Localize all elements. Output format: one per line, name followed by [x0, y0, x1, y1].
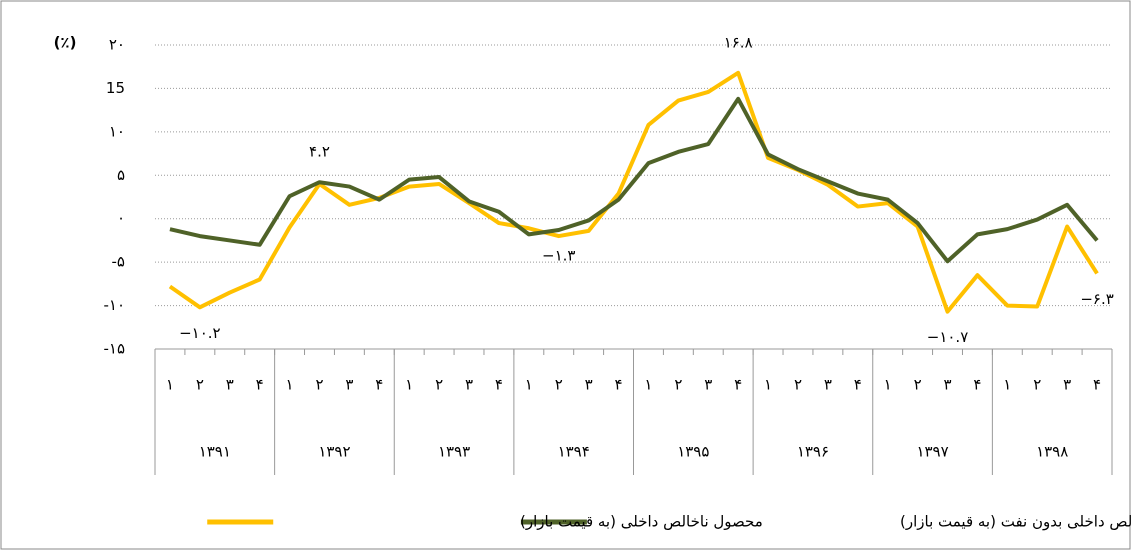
group-label: ۱۳۹۵: [677, 443, 709, 461]
x-tick-label: ۳: [345, 376, 353, 394]
group-label: ۱۳۹۱: [199, 443, 231, 461]
y-tick-label: 15: [106, 79, 125, 97]
x-tick-label: ۲: [1033, 376, 1041, 394]
x-tick-label: ۱: [644, 376, 652, 394]
x-tick-label: ۳: [585, 376, 593, 394]
y-tick-label: ۰: [117, 209, 125, 227]
x-tick-label: ۳: [226, 376, 234, 394]
x-tick-label: ۱: [405, 376, 413, 394]
x-tick-label: ۲: [435, 376, 443, 394]
x-tick-label: ۲: [794, 376, 802, 394]
x-tick-label: ۲: [914, 376, 922, 394]
x-tick-label: ۱: [166, 376, 174, 394]
y-tick-label: -۱۵: [103, 340, 125, 358]
y-tick-label: ۲۰: [109, 36, 125, 54]
y-tick-label: ۵: [117, 166, 125, 184]
data-label: ۱۶.۸: [724, 33, 753, 51]
x-tick-label: ۴: [495, 376, 503, 394]
data-label: ۴.۲: [309, 143, 330, 161]
x-tick-label: ۳: [943, 376, 951, 394]
x-tick-label: ۲: [555, 376, 563, 394]
group-label: ۱۳۹۷: [916, 443, 948, 461]
data-label: −۱.۳: [542, 247, 575, 265]
x-tick-label: ۳: [824, 376, 832, 394]
x-tick-label: ۲: [315, 376, 323, 394]
x-tick-label: ۴: [973, 376, 981, 394]
legend-label: محصول ناخالص داخلی (به قیمت بازار): [520, 513, 763, 531]
x-tick-label: ۱: [1003, 376, 1011, 394]
series-line: [168, 70, 1099, 314]
x-tick-label: ۱: [764, 376, 772, 394]
x-tick-label: ۴: [1093, 376, 1101, 394]
x-tick-label: ۳: [1063, 376, 1071, 394]
group-label: ۱۳۹۶: [797, 443, 829, 461]
x-tick-label: ۱: [286, 376, 294, 394]
y-tick-label: -۵: [112, 253, 125, 271]
y-tick-label: -۱۰: [103, 296, 125, 314]
x-tick-label: ۴: [854, 376, 862, 394]
group-label: ۱۳۹۸: [1036, 443, 1068, 461]
x-tick-label: ۲: [674, 376, 682, 394]
legend-label: محصول ناخالص داخلی بدون نفت (به قیمت باز…: [900, 513, 1131, 531]
x-tick-label: ۲: [196, 376, 204, 394]
series-line: [169, 96, 1099, 264]
data-label: −۶.۳: [1080, 290, 1113, 308]
x-tick-label: ۴: [256, 376, 264, 394]
x-tick-label: ۳: [465, 376, 473, 394]
unit-label: (٪): [54, 34, 77, 52]
data-label: −۱۰.۷: [927, 328, 969, 346]
y-tick-label: ۱۰: [109, 122, 125, 140]
x-tick-label: ۴: [734, 376, 742, 394]
x-tick-label: ۴: [615, 376, 623, 394]
x-tick-label: ۱: [525, 376, 533, 394]
x-tick-label: ۳: [704, 376, 712, 394]
x-tick-label: ۱: [884, 376, 892, 394]
group-label: ۱۳۹۴: [558, 443, 590, 461]
group-label: ۱۳۹۲: [318, 443, 350, 461]
x-tick-label: ۴: [375, 376, 383, 394]
data-label: −۱۰.۲: [179, 324, 221, 342]
group-label: ۱۳۹۳: [438, 443, 470, 461]
